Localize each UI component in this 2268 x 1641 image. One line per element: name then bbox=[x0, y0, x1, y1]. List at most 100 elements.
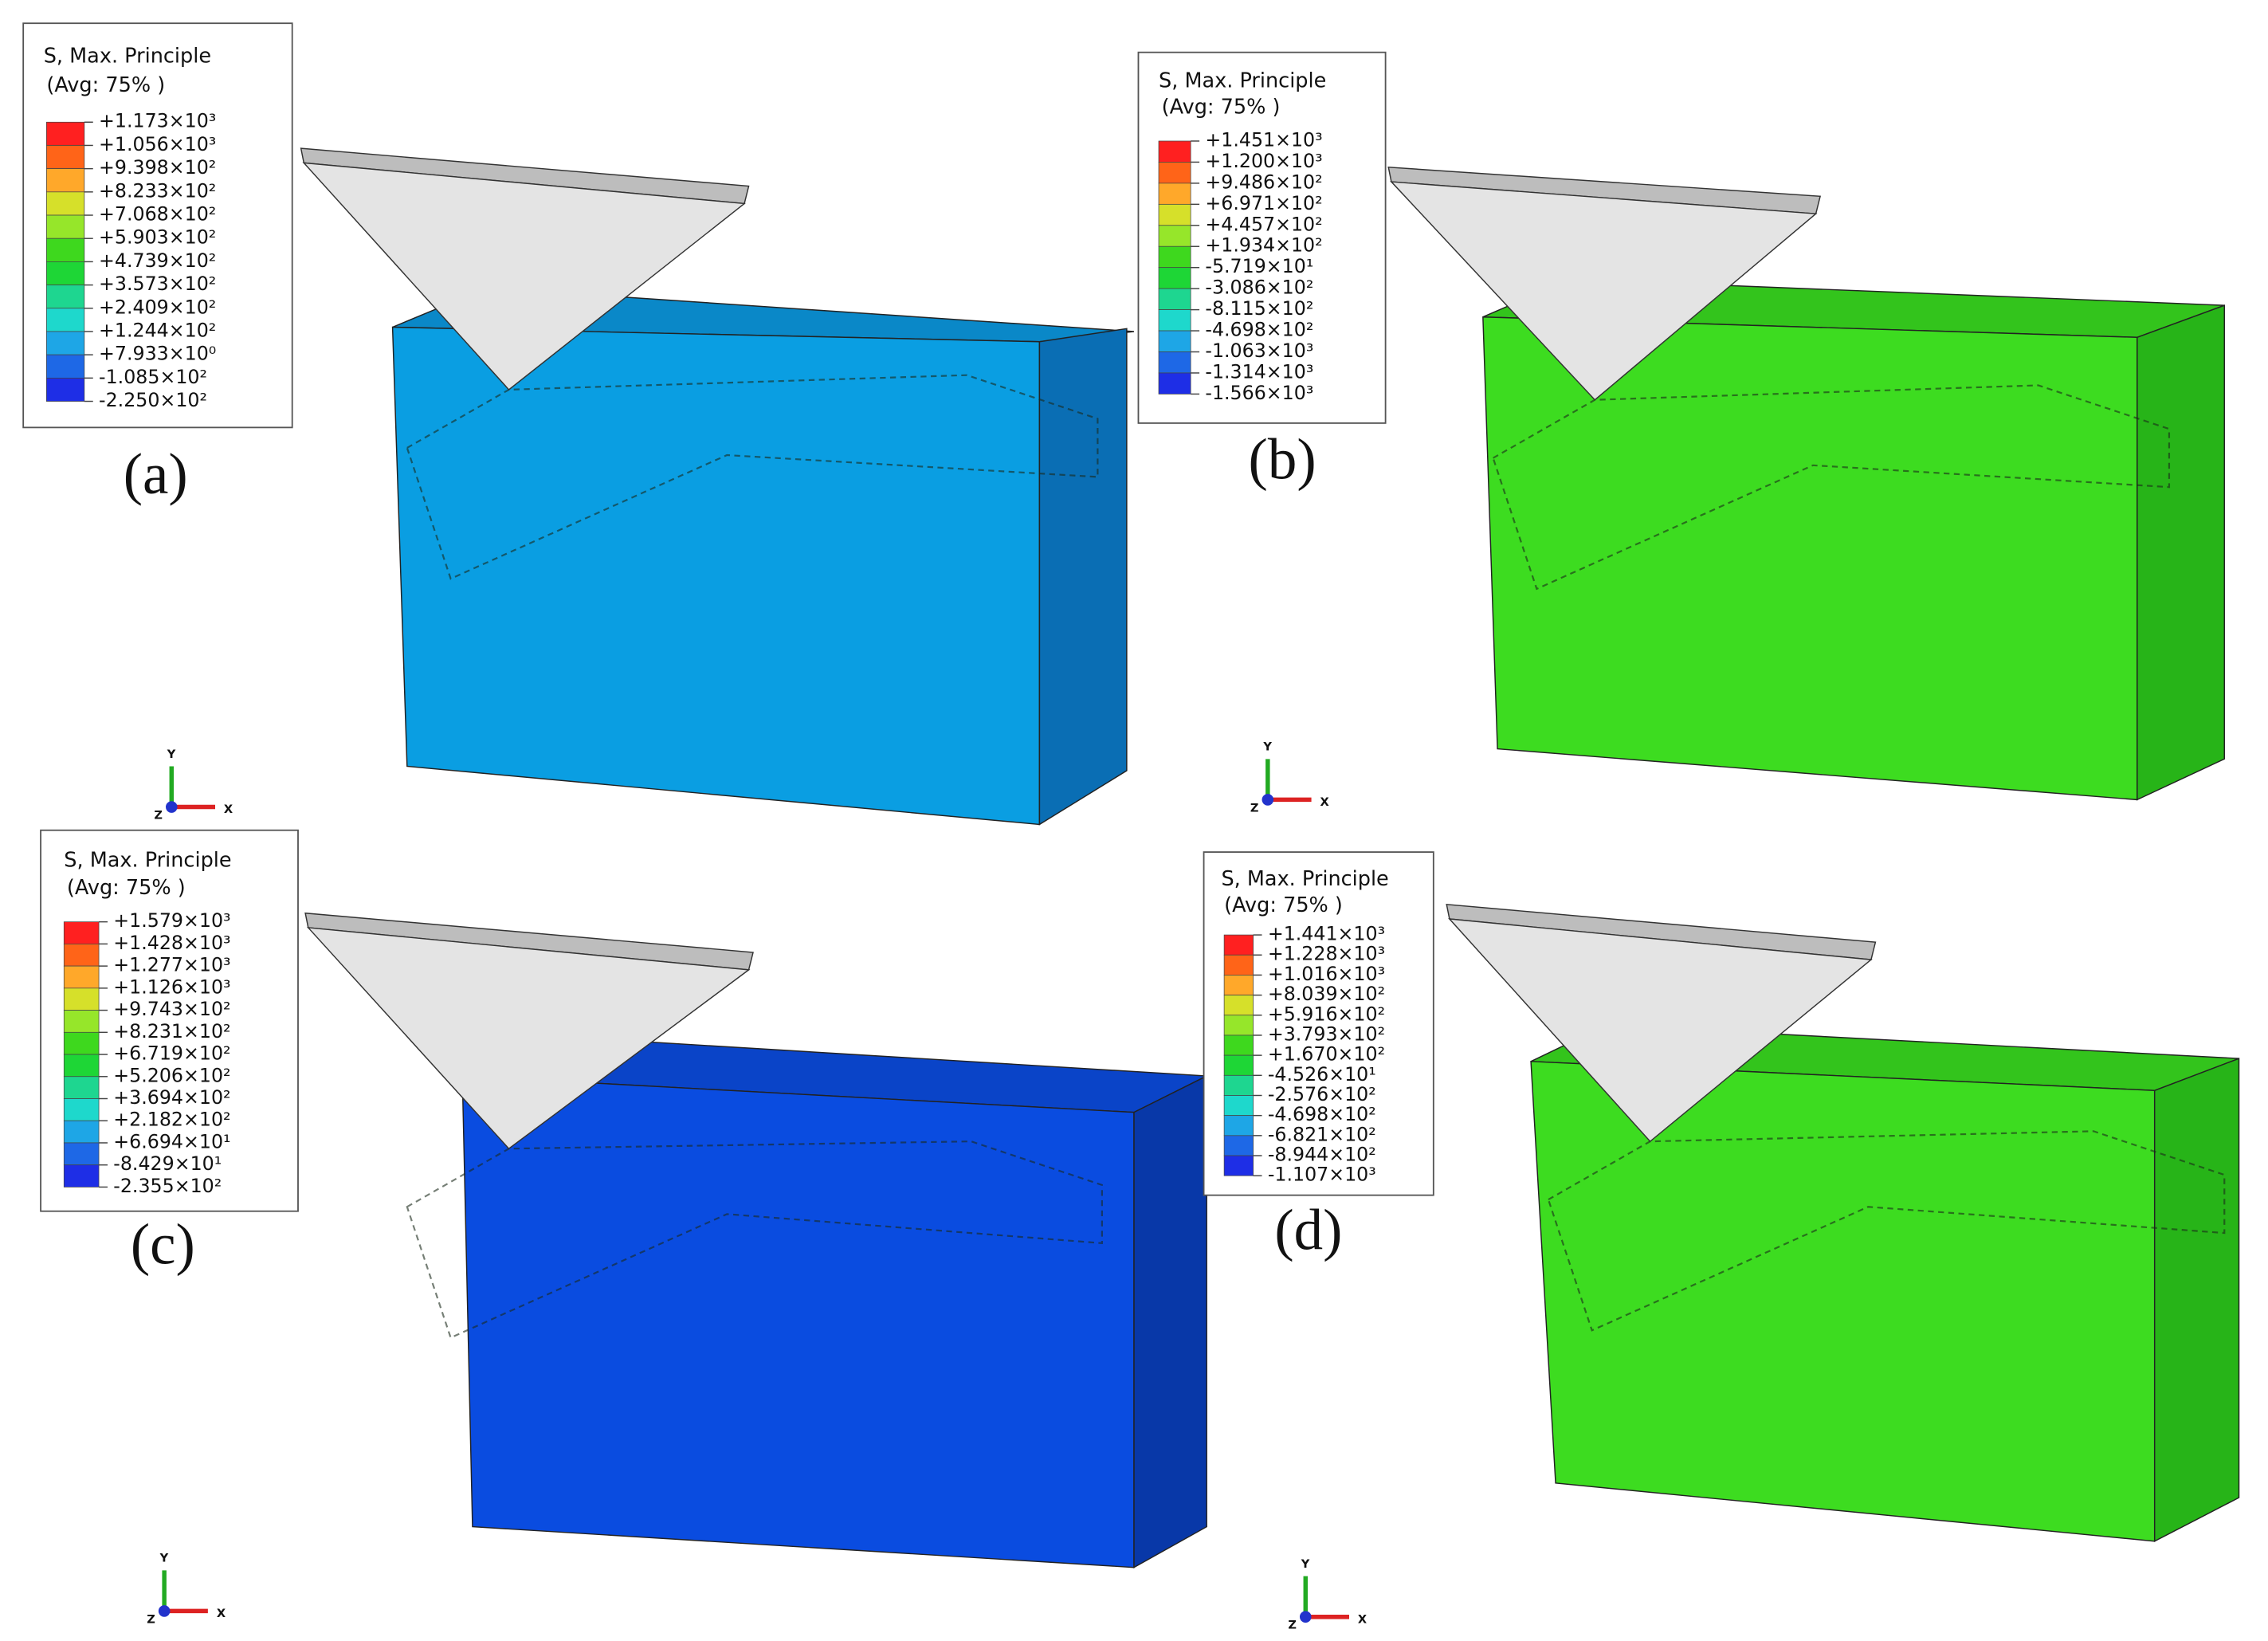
legend-swatch bbox=[46, 308, 85, 332]
axis-label-y: Y bbox=[1301, 1557, 1310, 1571]
legend-label: +1.056×10³ bbox=[99, 133, 216, 155]
legend-swatch bbox=[1223, 1095, 1254, 1117]
legend-swatch bbox=[46, 285, 85, 309]
legend-swatch bbox=[1158, 372, 1191, 395]
panel: S, Max. Principle(Avg: 75% )+1.441×10³+1… bbox=[1203, 851, 2240, 1632]
legend-label: +4.739×10² bbox=[99, 249, 216, 272]
panel-label: (b) bbox=[1249, 427, 1316, 492]
legend-swatch bbox=[63, 987, 100, 1011]
panel-label: (c) bbox=[131, 1212, 195, 1277]
axis-label-y: Y bbox=[1262, 740, 1272, 754]
legend-label: +1.451×10³ bbox=[1205, 128, 1322, 151]
crack-zone bbox=[1492, 384, 2171, 591]
legend-label: +9.743×10² bbox=[113, 998, 230, 1020]
legend-swatch bbox=[46, 121, 85, 146]
legend-label: -8.115×10² bbox=[1205, 297, 1313, 320]
legend-swatch bbox=[63, 1031, 100, 1055]
crack-zone bbox=[406, 1140, 1103, 1339]
legend-swatch bbox=[46, 214, 85, 239]
legend-label: -8.944×10² bbox=[1268, 1144, 1376, 1166]
legend-swatch bbox=[1158, 288, 1191, 310]
legend-label: +1.934×10² bbox=[1205, 234, 1322, 257]
axis-label-y: Y bbox=[167, 748, 176, 761]
legend-subtitle: (Avg: 75% ) bbox=[67, 876, 186, 900]
legend-swatch bbox=[1158, 183, 1191, 205]
legend-label: +2.182×10² bbox=[113, 1109, 230, 1131]
legend-label: +7.933×10⁰ bbox=[99, 343, 216, 365]
legend-label: +8.233×10² bbox=[99, 179, 216, 202]
axis-label-x: X bbox=[224, 803, 233, 816]
legend-title: S, Max. Principle bbox=[1159, 69, 1326, 92]
legend-swatch bbox=[63, 1010, 100, 1033]
legend-swatch bbox=[1223, 975, 1254, 995]
legend-title: S, Max. Principle bbox=[44, 44, 211, 68]
legend-swatch bbox=[63, 1120, 100, 1144]
legend-label: +5.206×10² bbox=[113, 1064, 230, 1086]
legend-label: +5.916×10² bbox=[1268, 1003, 1385, 1025]
axis-label-z: Z bbox=[1288, 1619, 1297, 1632]
legend-swatch bbox=[46, 377, 85, 402]
block-side bbox=[1133, 1074, 1207, 1568]
panel: S, Max. Principle (Avg: 75% ) +1.173×10³+1… bbox=[22, 22, 1135, 826]
legend-label: +3.573×10² bbox=[99, 273, 216, 295]
legend-label: +1.670×10² bbox=[1268, 1043, 1385, 1066]
axis-z bbox=[158, 1605, 171, 1617]
axis-label-z: Z bbox=[154, 808, 163, 822]
legend-swatch bbox=[63, 1054, 100, 1078]
axis-label-z: Z bbox=[1250, 801, 1259, 815]
panel-label: (d) bbox=[1274, 1197, 1342, 1262]
legend-label: +4.457×10² bbox=[1205, 213, 1322, 235]
legend-label: +3.793×10² bbox=[1268, 1023, 1385, 1045]
legend-swatch bbox=[1158, 309, 1191, 332]
legend-swatch bbox=[1158, 351, 1191, 374]
legend-label: -6.821×10² bbox=[1268, 1123, 1376, 1145]
legend-label: +9.398×10² bbox=[99, 156, 216, 179]
legend-label: -1.107×10³ bbox=[1268, 1164, 1376, 1186]
legend-swatch bbox=[1223, 1155, 1254, 1176]
legend-label: +1.428×10³ bbox=[113, 932, 230, 954]
legend-label: -5.719×10¹ bbox=[1205, 255, 1313, 277]
legend-label: -4.526×10¹ bbox=[1268, 1063, 1376, 1085]
panel: S, Max. Principle(Avg: 75% )+1.579×10³+1… bbox=[40, 829, 1209, 1626]
legend-label: +5.903×10² bbox=[99, 226, 216, 249]
crack-zone bbox=[406, 374, 1099, 580]
legend-label: +8.039×10² bbox=[1268, 983, 1385, 1005]
legend-label: +6.971×10² bbox=[1205, 192, 1322, 214]
panel-label: (a) bbox=[124, 442, 188, 506]
legend-label: -1.566×10³ bbox=[1205, 382, 1313, 404]
legend-label: -4.698×10² bbox=[1268, 1103, 1376, 1125]
legend-label: +8.231×10² bbox=[113, 1020, 230, 1042]
legend-label: +3.694×10² bbox=[113, 1086, 230, 1109]
legend-label: +1.441×10³ bbox=[1268, 923, 1385, 945]
panel: S, Max. Principle(Avg: 75% )+1.451×10³+1… bbox=[1137, 51, 2225, 815]
block-side bbox=[2153, 1058, 2240, 1543]
legend-label: +1.173×10³ bbox=[99, 110, 216, 132]
block-front bbox=[461, 1075, 1135, 1568]
legend-label: +1.277×10³ bbox=[113, 954, 230, 976]
legend-swatch bbox=[1223, 1015, 1254, 1036]
legend-swatch bbox=[1158, 245, 1191, 269]
axis-label-x: X bbox=[1358, 1612, 1367, 1626]
block-front bbox=[1530, 1061, 2156, 1542]
legend-swatch bbox=[1158, 203, 1191, 226]
axis-label-z: Z bbox=[147, 1612, 155, 1626]
legend-swatch bbox=[63, 1164, 100, 1188]
legend-swatch bbox=[46, 191, 85, 216]
legend-swatch bbox=[46, 168, 85, 193]
legend-label: -1.085×10² bbox=[99, 366, 207, 388]
legend-swatch bbox=[63, 1098, 100, 1121]
legend-label: -2.355×10² bbox=[113, 1175, 222, 1197]
legend-label: -8.429×10¹ bbox=[113, 1152, 222, 1175]
legend-swatch bbox=[46, 261, 85, 285]
legend-swatch bbox=[1223, 995, 1254, 1016]
axis-label-y: Y bbox=[159, 1552, 169, 1565]
legend-swatch bbox=[46, 331, 85, 355]
legend-swatch bbox=[1223, 1135, 1254, 1156]
legend-subtitle: (Avg: 75% ) bbox=[46, 73, 165, 97]
legend-swatch bbox=[63, 1142, 100, 1166]
legend-swatch bbox=[1223, 934, 1254, 956]
legend-swatch bbox=[1223, 1115, 1254, 1137]
legend-label: -2.576×10² bbox=[1268, 1083, 1376, 1105]
